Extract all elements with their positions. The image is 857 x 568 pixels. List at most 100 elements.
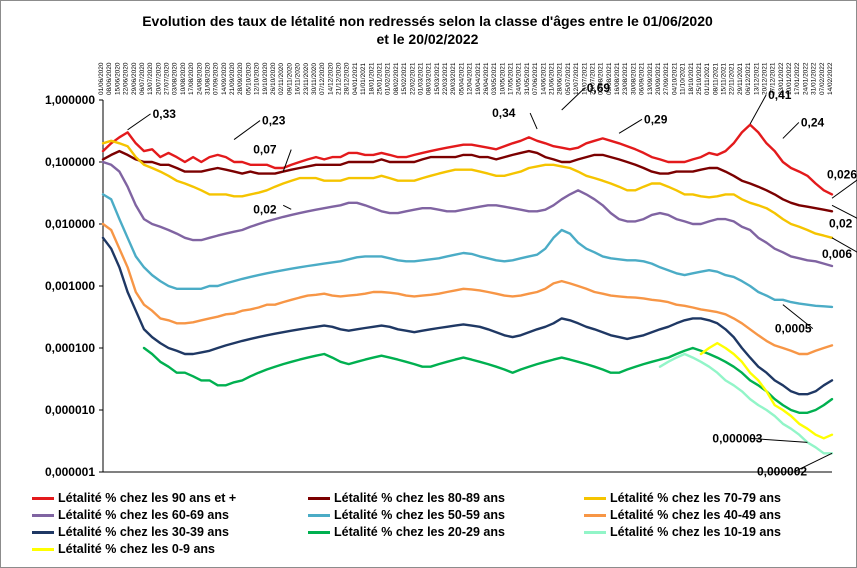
annotation-leader bbox=[831, 237, 857, 253]
x-tick-label: 13/07/2020 bbox=[147, 62, 154, 95]
x-tick-label: 21/09/2020 bbox=[229, 62, 236, 95]
x-tick-label: 22/11/2021 bbox=[729, 63, 736, 95]
x-tick-label: 16/11/2020 bbox=[295, 63, 302, 95]
annotation-label: 0,026 bbox=[827, 167, 857, 181]
series-line-5 bbox=[101, 193, 834, 309]
series-line-6 bbox=[101, 222, 834, 356]
x-tick-label: 22/06/2020 bbox=[123, 62, 130, 95]
annotation-leader bbox=[831, 179, 857, 199]
x-tick-label: 25/10/2021 bbox=[696, 62, 703, 95]
x-tick-label: 02/08/2021 bbox=[598, 62, 605, 95]
x-tick-label: 19/07/2021 bbox=[581, 62, 588, 95]
annotation-leader bbox=[782, 122, 800, 139]
x-tick-label: 15/02/2021 bbox=[401, 62, 408, 95]
x-tick-label: 06/09/2021 bbox=[639, 62, 646, 95]
x-tick-label: 01/02/2021 bbox=[385, 62, 392, 95]
x-tick-label: 08/02/2021 bbox=[393, 62, 400, 95]
x-tick-label: 05/07/2021 bbox=[565, 62, 572, 95]
x-tick-label: 09/11/2020 bbox=[286, 63, 293, 95]
x-tick-label: 03/01/2022 bbox=[778, 62, 785, 95]
x-tick-label: 08/03/2021 bbox=[426, 62, 433, 95]
y-tick-label: 0,010000 bbox=[45, 217, 95, 231]
annotation-label: 0,07 bbox=[253, 143, 277, 157]
annotation-label: 0,006 bbox=[822, 247, 852, 261]
x-tick-label: 24/01/2022 bbox=[802, 62, 809, 95]
x-tick-label: 13/09/2021 bbox=[647, 62, 654, 95]
x-tick-label: 26/07/2021 bbox=[589, 62, 596, 95]
annotation-leader bbox=[233, 120, 261, 140]
x-tick-label: 29/03/2021 bbox=[450, 62, 457, 95]
y-tick-label: 0,000001 bbox=[45, 465, 95, 479]
series-line-8 bbox=[142, 346, 834, 414]
annotation-leader bbox=[782, 304, 814, 330]
x-tick-label: 23/08/2021 bbox=[622, 62, 629, 95]
x-tick-label: 05/10/2020 bbox=[245, 62, 252, 95]
x-tick-label: 08/11/2021 bbox=[712, 63, 719, 95]
x-tick-label: 06/12/2021 bbox=[745, 62, 752, 95]
x-tick-label: 30/11/2020 bbox=[311, 63, 318, 95]
chart-title: Evolution des taux de létalité non redre… bbox=[0, 12, 855, 48]
series-line-1 bbox=[101, 123, 834, 196]
x-tick-label: 03/05/2021 bbox=[491, 62, 498, 95]
series-line-3 bbox=[101, 139, 834, 239]
x-tick-label: 10/05/2021 bbox=[499, 62, 506, 95]
x-tick-label: 24/05/2021 bbox=[516, 62, 523, 95]
annotation-leader bbox=[127, 113, 151, 131]
x-tick-label: 21/12/2020 bbox=[336, 62, 343, 95]
annotation-leader bbox=[561, 87, 586, 111]
x-tick-label: 06/07/2020 bbox=[139, 62, 146, 95]
x-tick-label: 01/03/2021 bbox=[417, 62, 424, 95]
x-tick-label: 31/01/2022 bbox=[811, 62, 818, 95]
x-tick-label: 05/04/2021 bbox=[458, 62, 465, 95]
y-tick-label: 0,100000 bbox=[45, 155, 95, 169]
x-tick-label: 29/06/2020 bbox=[131, 62, 138, 95]
x-tick-label: 21/06/2021 bbox=[549, 62, 556, 95]
annotation-label: 0,0005 bbox=[775, 322, 812, 336]
annotation-label: 0,34 bbox=[492, 106, 516, 120]
x-tick-label: 11/10/2021 bbox=[680, 63, 687, 95]
x-tick-label: 11/01/2021 bbox=[360, 63, 367, 95]
x-tick-label: 07/02/2022 bbox=[819, 62, 826, 95]
series-line-4 bbox=[101, 160, 834, 268]
x-tick-label: 14/12/2020 bbox=[327, 62, 334, 95]
x-tick-label: 29/11/2021 bbox=[737, 63, 744, 95]
x-tick-label: 14/09/2020 bbox=[221, 62, 228, 95]
y-tick-label: 0,000100 bbox=[45, 341, 95, 355]
x-tick-label: 28/12/2020 bbox=[344, 62, 351, 95]
x-tick-label: 30/08/2021 bbox=[630, 62, 637, 95]
x-tick-label: 28/06/2021 bbox=[557, 62, 564, 95]
x-tick-label: 04/01/2021 bbox=[352, 62, 359, 95]
x-tick-label: 07/12/2020 bbox=[319, 62, 326, 95]
annotation-label: 0,23 bbox=[262, 114, 286, 128]
annotation-label: 0,33 bbox=[153, 107, 177, 121]
x-tick-label: 14/06/2021 bbox=[540, 62, 547, 95]
annotation-label: 0,24 bbox=[801, 115, 825, 129]
x-tick-label: 19/10/2020 bbox=[262, 62, 269, 95]
x-tick-label: 15/11/2021 bbox=[721, 63, 728, 95]
x-tick-label: 27/07/2020 bbox=[164, 62, 171, 95]
x-tick-label: 14/02/2022 bbox=[827, 62, 834, 95]
x-tick-label: 23/11/2020 bbox=[303, 63, 310, 95]
annotation-leader bbox=[749, 94, 767, 125]
y-tick-label: 1,000000 bbox=[45, 93, 95, 107]
annotation-leader bbox=[529, 112, 538, 130]
series-line-7 bbox=[101, 236, 834, 396]
chart-title-line-1: Evolution des taux de létalité non redre… bbox=[142, 13, 713, 29]
x-tick-label: 03/08/2020 bbox=[172, 62, 179, 95]
annotation-label: 0,41 bbox=[768, 88, 792, 102]
x-tick-label: 16/08/2021 bbox=[614, 62, 621, 95]
x-tick-label: 22/03/2021 bbox=[442, 62, 449, 95]
x-tick-label: 19/04/2021 bbox=[475, 62, 482, 95]
chart-title-line-2: et le 20/02/2022 bbox=[376, 31, 479, 47]
x-tick-label: 31/08/2020 bbox=[204, 62, 211, 95]
x-tick-label: 07/06/2021 bbox=[532, 62, 539, 95]
x-tick-label: 12/04/2021 bbox=[467, 62, 474, 95]
x-tick-label: 12/07/2021 bbox=[573, 62, 580, 95]
x-tick-label: 04/10/2021 bbox=[671, 62, 678, 95]
x-tick-label: 20/07/2020 bbox=[155, 62, 162, 95]
x-tick-label: 18/10/2021 bbox=[688, 62, 695, 95]
y-tick-label: 0,001000 bbox=[45, 279, 95, 293]
annotation-leader bbox=[794, 452, 833, 472]
